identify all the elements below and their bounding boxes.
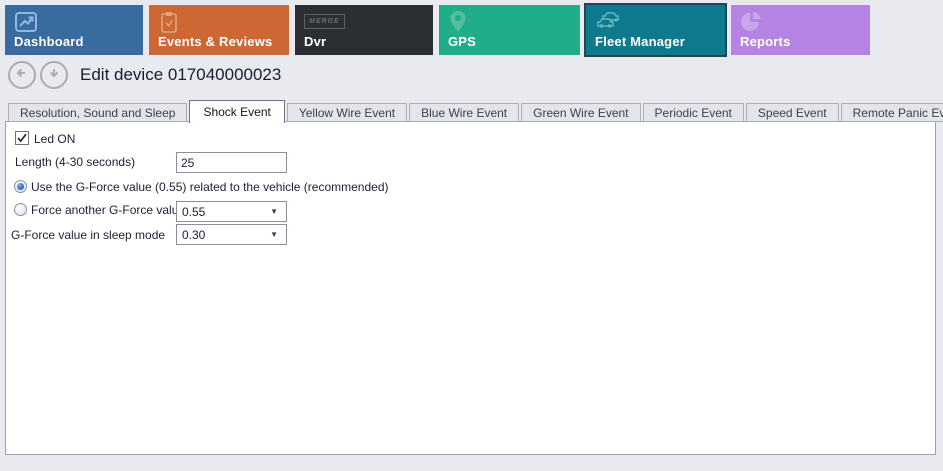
tab-speed-event[interactable]: Speed Event bbox=[745, 103, 839, 122]
map-pin-icon bbox=[448, 10, 468, 34]
nav-tile-label: Dashboard bbox=[14, 34, 84, 49]
tab-green-wire-event[interactable]: Green Wire Event bbox=[521, 103, 641, 122]
nav-tile-dashboard[interactable]: Dashboard bbox=[5, 5, 143, 55]
led-on-checkbox[interactable] bbox=[15, 131, 29, 145]
line-chart-icon bbox=[14, 10, 38, 34]
fleet-cars-icon bbox=[595, 10, 625, 34]
gforce-sleep-dropdown[interactable]: 0.30 ▼ bbox=[176, 224, 287, 245]
gforce-custom-label: Force another G-Force value bbox=[31, 203, 186, 217]
nav-tile-label: GPS bbox=[448, 34, 477, 49]
nav-tile-label: Events & Reviews bbox=[158, 34, 273, 49]
tab-shock-event[interactable]: Shock Event bbox=[189, 100, 285, 123]
device-settings-tabbar: Resolution, Sound and Sleep Shock Event … bbox=[8, 100, 943, 123]
tab-periodic-event[interactable]: Periodic Event bbox=[642, 103, 744, 122]
shock-event-panel: Led ON Length (4-30 seconds) Use the G-F… bbox=[5, 121, 936, 455]
led-on-label: Led ON bbox=[34, 132, 76, 146]
nav-tile-reports[interactable]: Reports bbox=[731, 5, 870, 55]
nav-tile-events-reviews[interactable]: Events & Reviews bbox=[149, 5, 289, 55]
left-arrow-icon bbox=[14, 65, 30, 86]
page-header: Edit device 017040000023 bbox=[8, 61, 281, 89]
tab-remote-panic-event[interactable]: Remote Panic Event bbox=[840, 103, 943, 122]
nav-tile-gps[interactable]: GPS bbox=[439, 5, 580, 55]
nav-tile-label: Reports bbox=[740, 34, 791, 49]
back-button[interactable] bbox=[8, 61, 36, 89]
nav-tile-dvr[interactable]: MERGE Dvr bbox=[295, 5, 433, 55]
down-arrow-icon bbox=[46, 65, 62, 86]
gforce-sleep-value: 0.30 bbox=[182, 227, 206, 242]
gforce-vehicle-radio[interactable] bbox=[14, 180, 27, 193]
gforce-custom-value: 0.55 bbox=[182, 204, 206, 219]
clipboard-check-icon bbox=[158, 10, 180, 34]
tab-resolution-sound-sleep[interactable]: Resolution, Sound and Sleep bbox=[8, 103, 188, 122]
tab-blue-wire-event[interactable]: Blue Wire Event bbox=[409, 103, 520, 122]
gforce-vehicle-label: Use the G-Force value (0.55) related to … bbox=[31, 180, 389, 194]
length-input[interactable] bbox=[176, 152, 287, 173]
down-button[interactable] bbox=[40, 61, 68, 89]
chevron-down-icon: ▼ bbox=[270, 230, 278, 239]
tab-yellow-wire-event[interactable]: Yellow Wire Event bbox=[286, 103, 408, 122]
checkmark-icon bbox=[16, 132, 28, 144]
page-title: Edit device 017040000023 bbox=[80, 65, 282, 84]
gforce-sleep-label: G-Force value in sleep mode bbox=[11, 228, 166, 242]
pie-chart-icon bbox=[740, 10, 764, 34]
merge-logo-icon: MERGE bbox=[304, 10, 345, 34]
gforce-custom-radio[interactable] bbox=[14, 203, 27, 216]
nav-tile-label: Dvr bbox=[304, 34, 327, 49]
nav-tile-label: Fleet Manager bbox=[595, 34, 686, 49]
nav-tile-fleet-manager[interactable]: Fleet Manager bbox=[584, 3, 727, 57]
top-navigation: Dashboard Events & Reviews MERGE Dvr GPS bbox=[5, 3, 870, 57]
chevron-down-icon: ▼ bbox=[270, 207, 278, 216]
length-label: Length (4-30 seconds) bbox=[15, 155, 136, 169]
gforce-custom-dropdown[interactable]: 0.55 ▼ bbox=[176, 201, 287, 222]
